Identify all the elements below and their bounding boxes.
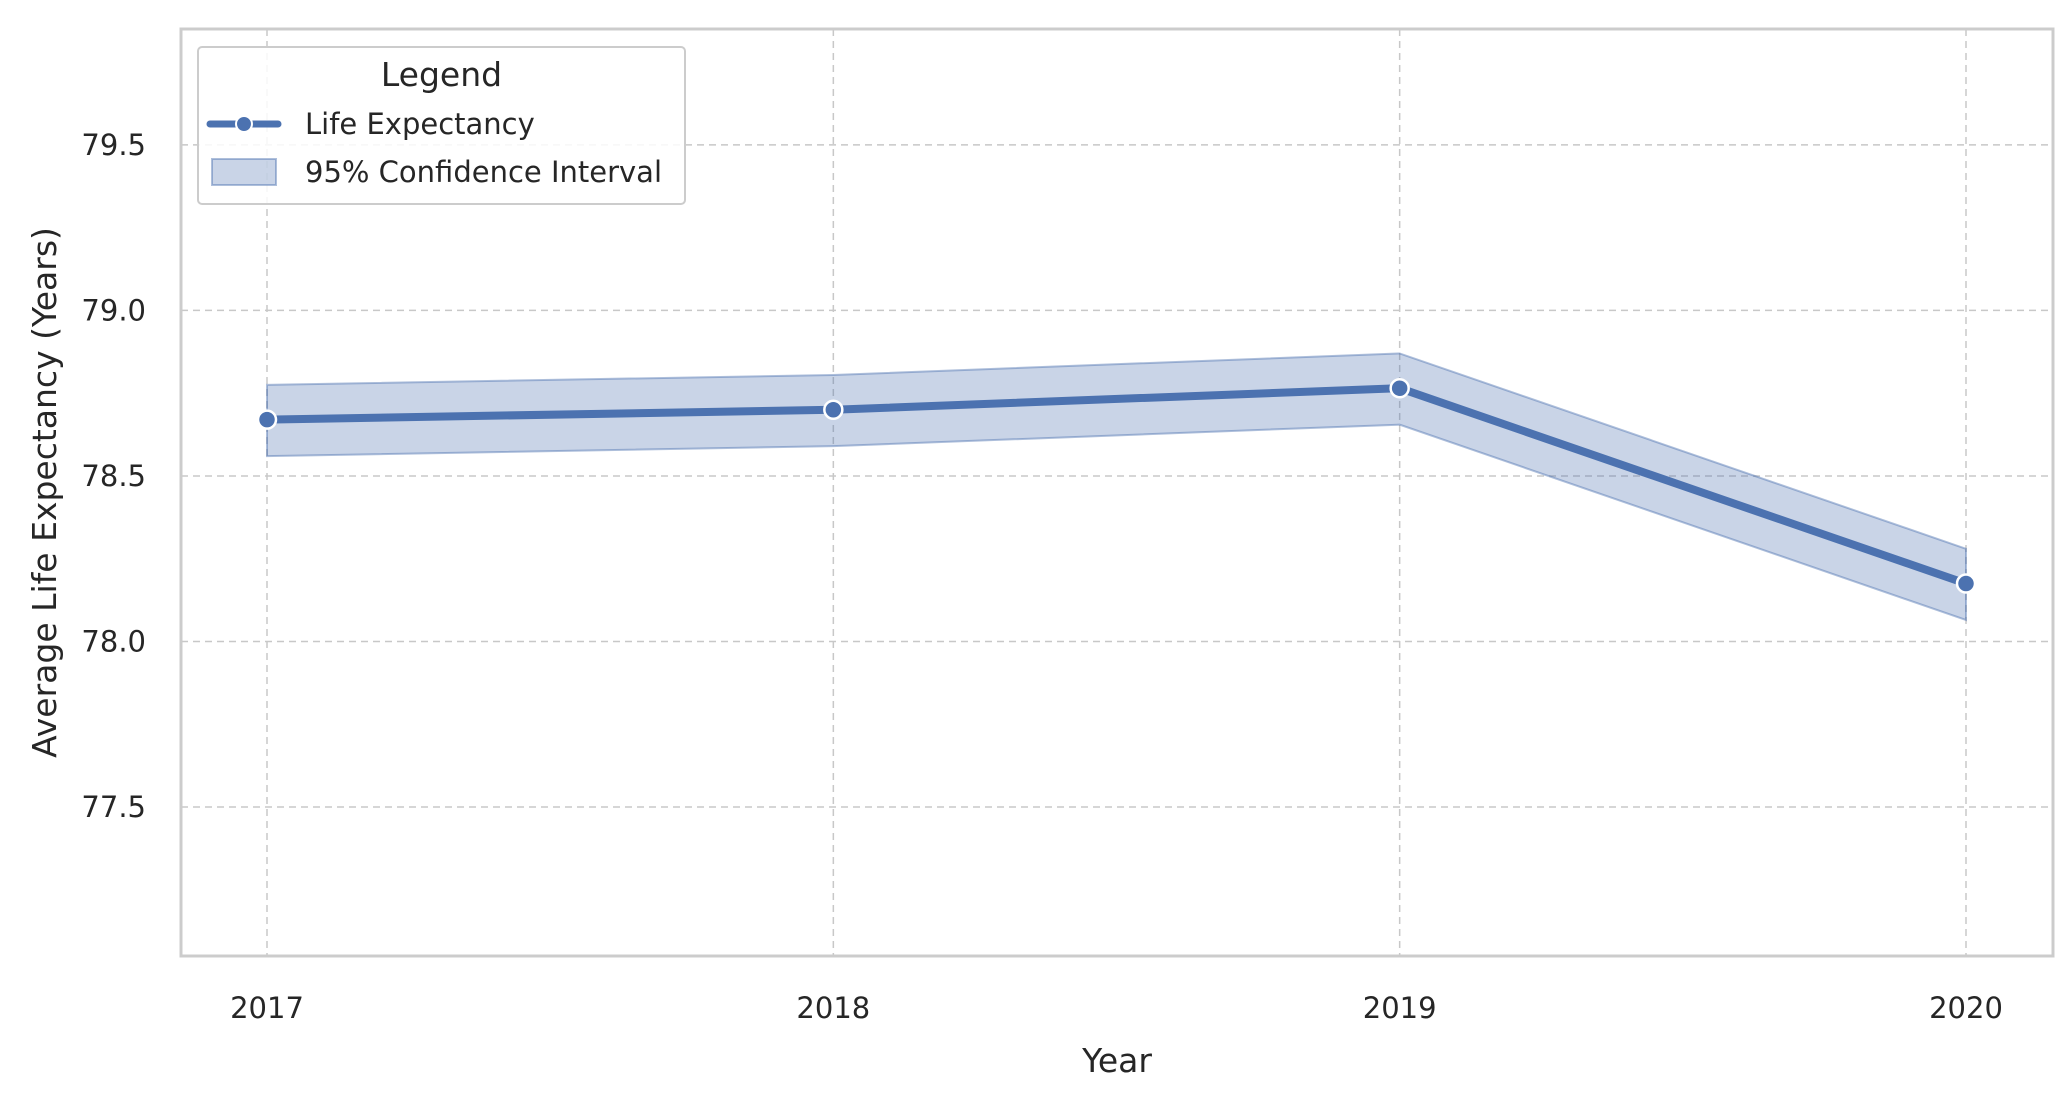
legend-marker-swatch (235, 115, 253, 133)
legend-line-label: Life Expectancy (305, 107, 535, 141)
data-point (256, 409, 278, 430)
confidence-band-layer (266, 352, 1967, 622)
plot-frame (179, 27, 2055, 958)
y-tick-label: 79.5 (81, 128, 146, 162)
x-tick-label: 2018 (796, 991, 870, 1025)
x-tick-label: 2019 (1363, 991, 1437, 1025)
legend-title: Legend (381, 55, 502, 94)
y-tick-label: 79.0 (81, 293, 146, 327)
series-line-layer (263, 384, 1970, 588)
x-tick-label: 2020 (1929, 991, 2003, 1025)
y-axis-label: Average Life Expectancy (Years) (25, 227, 64, 758)
data-point (1955, 573, 1977, 594)
y-tick-label: 78.0 (81, 624, 146, 658)
y-tick-labels: 77.5 78.0 78.5 79.0 79.5 (81, 128, 146, 824)
x-tick-label: 2017 (230, 991, 304, 1025)
data-point (823, 399, 844, 420)
x-axis-label: Year (1081, 1041, 1152, 1080)
y-tick-label: 77.5 (81, 790, 146, 824)
confidence-band (266, 352, 1967, 622)
marker-layer (256, 377, 1977, 594)
y-tick-label: 78.5 (81, 459, 146, 493)
data-point (1389, 377, 1410, 399)
legend-band-swatch (211, 158, 277, 186)
legend-box (197, 46, 686, 205)
grid (181, 29, 2053, 956)
x-tick-labels: 2017 2018 2019 2020 (230, 991, 2003, 1025)
legend: Legend Life Expectancy 95% Confidence In… (197, 46, 686, 205)
legend-band-label: 95% Confidence Interval (305, 155, 662, 189)
series-line (263, 384, 1970, 588)
